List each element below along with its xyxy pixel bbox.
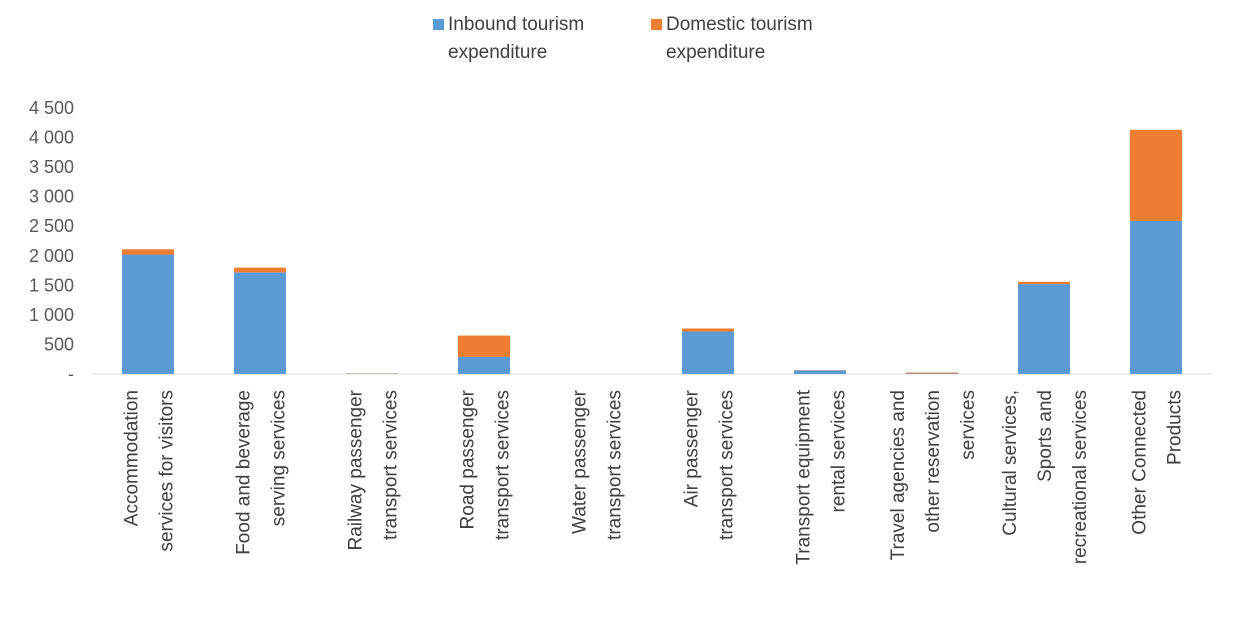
- category-label-line: Travel agencies and: [888, 390, 909, 560]
- bar-domestic: [458, 335, 510, 357]
- y-tick-label: 3 500: [29, 157, 74, 177]
- category-label: Accommodation services for visitors: [122, 390, 178, 552]
- category-label-line: Water passenger: [570, 389, 591, 534]
- category-label-line: Road passenger: [458, 389, 479, 529]
- category-label: Food and beverage serving services: [234, 390, 290, 555]
- bar-inbound: [906, 373, 958, 374]
- bar-domestic: [906, 372, 958, 374]
- category-label-line: Railway passenger: [346, 389, 367, 550]
- legend-swatch-domestic: [651, 19, 662, 30]
- y-tick-label: 2 500: [29, 216, 74, 236]
- y-tick-label: 3 000: [29, 187, 74, 207]
- y-tick-label: 4 000: [29, 128, 74, 148]
- category-label-line: recreational services: [1070, 390, 1091, 564]
- category-label-line: Sports and: [1035, 390, 1056, 482]
- category-label-line: Air passenger: [682, 389, 703, 507]
- y-tick-label: 4 500: [29, 98, 74, 118]
- bar-inbound: [682, 331, 734, 374]
- bar-inbound: [234, 272, 286, 374]
- category-label: Cultural services, Sports and recreational…: [1000, 390, 1091, 564]
- y-tick-label: 1 000: [29, 305, 74, 325]
- bar-domestic: [234, 267, 286, 273]
- category-label: Railway passenger transport services: [346, 389, 402, 550]
- category-label-line: rental services: [829, 390, 850, 513]
- category-label-line: serving services: [269, 390, 290, 526]
- y-tick-label: 1 500: [29, 275, 74, 295]
- category-label-line: Transport equipment: [794, 389, 815, 564]
- y-tick-label: -: [68, 364, 74, 384]
- category-label-line: Food and beverage: [234, 390, 255, 555]
- legend-label-domestic: expenditure: [666, 42, 765, 63]
- category-label-line: Products: [1165, 390, 1186, 465]
- category-label-line: services: [958, 390, 979, 460]
- category-label-line: transport services: [717, 390, 738, 540]
- category-label: Other Connected Products: [1130, 390, 1186, 535]
- category-label-line: transport services: [381, 390, 402, 540]
- bar-domestic: [682, 328, 734, 332]
- category-label: Water passenger transport services: [570, 389, 626, 540]
- bar-domestic: [1018, 281, 1070, 285]
- category-label-line: transport services: [493, 390, 514, 540]
- category-label-line: Accommodation: [122, 390, 143, 526]
- category-label: Road passenger transport services: [458, 389, 514, 540]
- bar-domestic: [122, 249, 174, 255]
- y-tick-label: 2 000: [29, 246, 74, 266]
- legend-swatch-inbound: [433, 19, 444, 30]
- bar-inbound: [1018, 284, 1070, 374]
- bar-inbound: [458, 356, 510, 374]
- category-label: Air passenger transport services: [682, 389, 738, 540]
- legend-label-inbound: expenditure: [448, 42, 547, 63]
- category-label-line: other reservation: [923, 390, 944, 533]
- category-label-line: services for visitors: [157, 390, 178, 552]
- legend-label-domestic: Domestic tourism: [666, 14, 813, 35]
- category-label: Transport equipment rental services: [794, 389, 850, 564]
- bar-inbound: [794, 370, 846, 374]
- legend-label-inbound: Inbound tourism: [448, 14, 584, 35]
- category-label-line: Other Connected: [1130, 390, 1151, 535]
- bar-inbound: [122, 254, 174, 374]
- category-label: Travel agencies and other reservation serv…: [888, 390, 979, 560]
- bar-inbound: [1130, 220, 1182, 374]
- category-label-line: Cultural services,: [1000, 390, 1021, 536]
- category-label-line: transport services: [605, 390, 626, 540]
- bar-domestic: [1130, 129, 1182, 221]
- y-tick-label: 500: [44, 334, 74, 354]
